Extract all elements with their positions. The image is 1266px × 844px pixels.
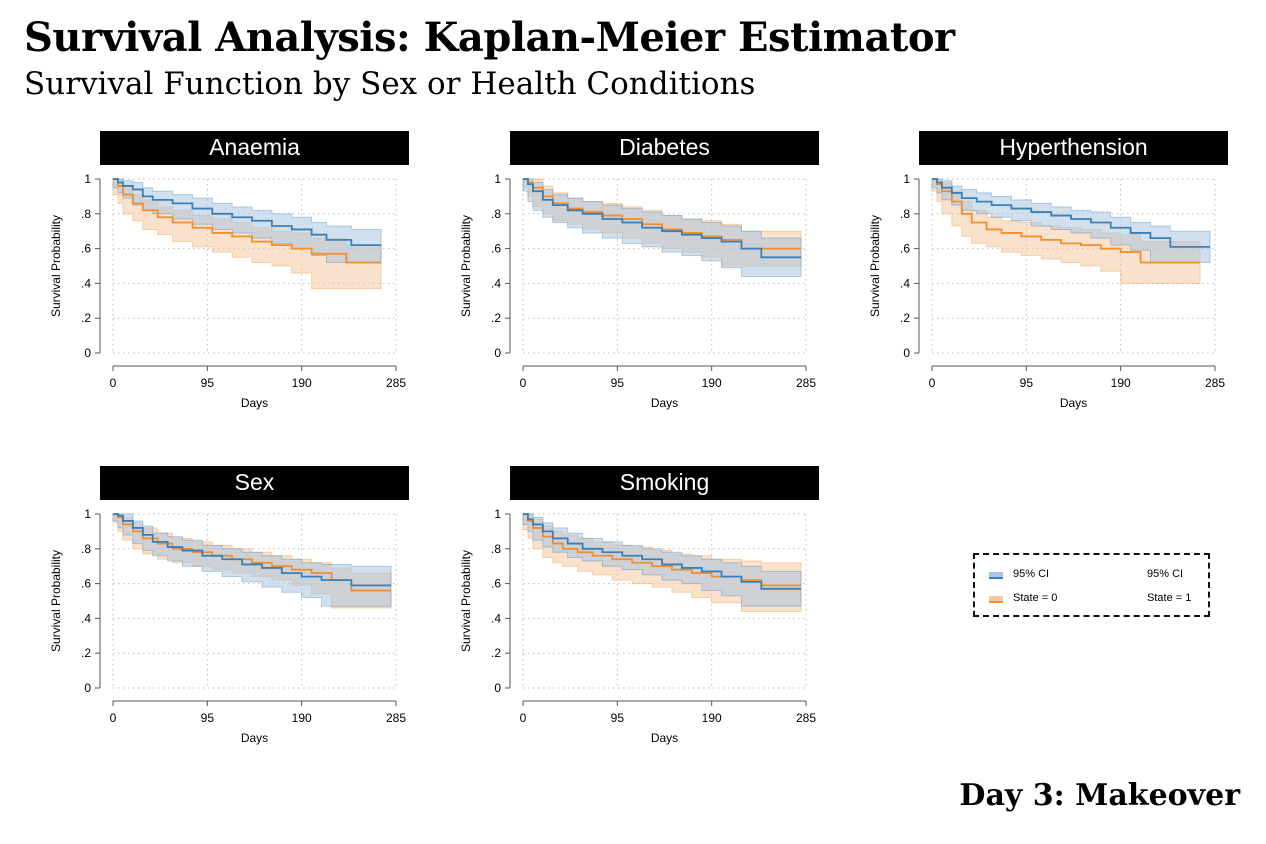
- y-tick-label: .2: [491, 646, 501, 660]
- panel-title-hyperthension: Hyperthension: [999, 134, 1147, 160]
- y-tick-label: .2: [491, 311, 501, 325]
- y-tick-label: 0: [84, 346, 91, 360]
- panel-title-sex: Sex: [235, 469, 275, 495]
- x-tick-label: 95: [611, 711, 625, 725]
- panel-header-sex: [100, 466, 409, 500]
- survival-line-state1: [523, 513, 802, 590]
- survival-line-state1: [113, 513, 392, 587]
- x-tick-label: 0: [520, 711, 527, 725]
- x-tick-label: 190: [292, 711, 312, 725]
- x-tick-label: 190: [702, 376, 722, 390]
- x-tick-label: 285: [796, 711, 816, 725]
- panel-anaemia: Anaemia 0 .2 .4 .6 .8 1 0 95 190 285 Days Survival P…: [49, 131, 409, 410]
- y-tick-label: 1: [84, 507, 91, 521]
- y-tick-label: .4: [491, 611, 501, 625]
- survival-line-state1: [932, 178, 1211, 248]
- y-tick-label: .2: [900, 311, 910, 325]
- ci-band-state1: [931, 178, 1211, 264]
- y-tick-label: .8: [81, 542, 91, 556]
- y-tick-label: 0: [494, 346, 501, 360]
- y-tick-label: .6: [491, 242, 501, 256]
- y-tick-label: .8: [81, 207, 91, 221]
- panel-header-diabetes: [510, 131, 819, 165]
- y-axis-label: Survival Probability: [459, 550, 473, 652]
- x-tick-label: 0: [110, 376, 117, 390]
- x-tick-label: 190: [1111, 376, 1131, 390]
- y-tick-label: 0: [84, 681, 91, 695]
- x-tick-label: 95: [611, 376, 625, 390]
- page-title: Survival Analysis: Kaplan-Meier Estimato…: [24, 14, 955, 61]
- x-tick-label: 190: [292, 376, 312, 390]
- panel-title-diabetes: Diabetes: [619, 134, 710, 160]
- x-tick-label: 190: [702, 711, 722, 725]
- y-tick-label: .8: [491, 207, 501, 221]
- y-axis-label: Survival Probability: [868, 215, 882, 317]
- x-tick-label: 0: [929, 376, 936, 390]
- y-axis-label: Survival Probability: [459, 215, 473, 317]
- page-subtitle: Survival Function by Sex or Health Condi…: [24, 66, 756, 102]
- panel-title-smoking: Smoking: [620, 469, 709, 495]
- y-tick-label: .2: [81, 646, 91, 660]
- y-tick-label: .4: [900, 276, 910, 290]
- survival-line-state0: [523, 178, 802, 250]
- x-axis-label: Days: [651, 731, 678, 745]
- y-axis-label: Survival Probability: [49, 550, 63, 652]
- legend-label-state1: State = 1: [1147, 592, 1192, 604]
- y-tick-label: .6: [900, 242, 910, 256]
- y-tick-label: 1: [903, 172, 910, 186]
- y-tick-label: 0: [903, 346, 910, 360]
- y-tick-label: .4: [81, 276, 91, 290]
- panel-header-smoking: [510, 466, 819, 500]
- x-tick-label: 0: [520, 376, 527, 390]
- panel-hyperthension: Hyperthension 0 .2 .4 .6 .8 1 0 95 190 285 Days Surv…: [868, 131, 1228, 410]
- legend-label-state0: State = 0: [1013, 592, 1058, 604]
- x-tick-label: 285: [386, 376, 406, 390]
- x-tick-label: 285: [386, 711, 406, 725]
- panel-header-anaemia: [100, 131, 409, 165]
- legend-box: 95% CI 95% CI State = 0 State = 1: [973, 553, 1210, 617]
- y-tick-label: 1: [494, 507, 501, 521]
- panel-header-hyperthension: [919, 131, 1228, 165]
- x-tick-label: 95: [201, 711, 215, 725]
- y-tick-label: .2: [81, 311, 91, 325]
- y-tick-label: 1: [494, 172, 501, 186]
- y-tick-label: 1: [84, 172, 91, 186]
- y-tick-label: 0: [494, 681, 501, 695]
- panel-title-anaemia: Anaemia: [209, 134, 300, 160]
- x-axis-label: Days: [1060, 396, 1087, 410]
- legend-swatch-ci-state1: [989, 572, 1003, 579]
- y-tick-label: .6: [81, 577, 91, 591]
- panel-diabetes: Diabetes 0 .2 .4 .6 .8 1 0 95 190 285 Days Survival …: [459, 131, 819, 410]
- panel-smoking: Smoking 0 .2 .4 .6 .8 1 0 95 190 285 Days Survival P…: [459, 466, 819, 745]
- x-tick-label: 95: [1020, 376, 1034, 390]
- survival-line-state0: [932, 178, 1201, 264]
- footer-label: Day 3: Makeover: [959, 778, 1240, 813]
- legend-label-ci-left: 95% CI: [1013, 568, 1050, 580]
- survival-line-state1: [113, 178, 382, 247]
- x-axis-label: Days: [651, 396, 678, 410]
- panel-sex: Sex 0 .2 .4 .6 .8 1 0 95 190 285 Days Survival Proba…: [49, 466, 409, 745]
- x-tick-label: 285: [796, 376, 816, 390]
- y-axis-label: Survival Probability: [49, 215, 63, 317]
- y-tick-label: .6: [491, 577, 501, 591]
- y-tick-label: .8: [491, 542, 501, 556]
- survival-line-state0: [113, 178, 382, 264]
- y-tick-label: .4: [491, 276, 501, 290]
- y-tick-label: .4: [81, 611, 91, 625]
- x-axis-label: Days: [241, 396, 268, 410]
- legend-label-ci-right: 95% CI: [1147, 568, 1184, 580]
- x-tick-label: 0: [110, 711, 117, 725]
- x-tick-label: 285: [1205, 376, 1225, 390]
- y-tick-label: .8: [900, 207, 910, 221]
- legend-swatch-ci-state0: [989, 596, 1003, 603]
- x-axis-label: Days: [241, 731, 268, 745]
- y-tick-label: .6: [81, 242, 91, 256]
- survival-line-state1: [523, 178, 802, 259]
- x-tick-label: 95: [201, 376, 215, 390]
